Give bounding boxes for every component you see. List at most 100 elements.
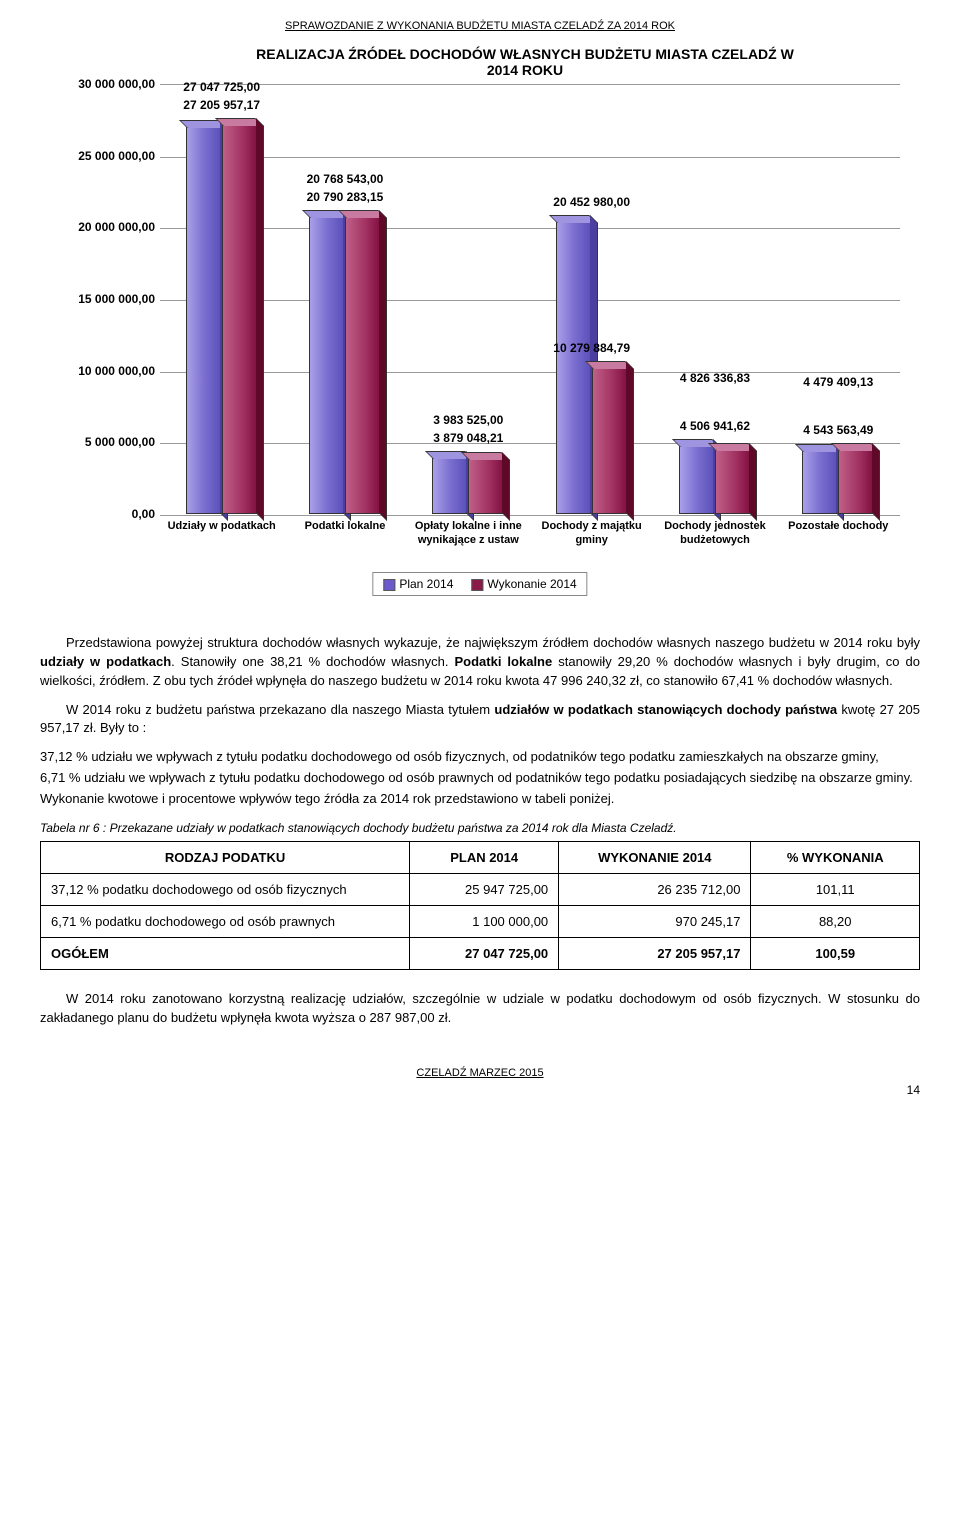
chart-category: 3 983 525,00 3 879 048,21 (407, 85, 530, 514)
bar-value-plan: 27 047 725,00 (183, 80, 260, 94)
chart-title: REALIZACJA ŹRÓDEŁ DOCHODÓW WŁASNYCH BUDŻ… (50, 46, 910, 78)
bar-plan (432, 457, 468, 514)
x-tick-label: Udziały w podatkach (160, 520, 283, 548)
y-tick-label: 20 000 000,00 (50, 220, 155, 234)
legend-swatch-wyk (471, 579, 483, 591)
bar-value-wyk: 4 506 941,62 (680, 419, 750, 433)
list-item: 37,12 % udziału we wpływach z tytułu pod… (40, 748, 920, 767)
p1-d: Podatki lokalne (454, 654, 552, 669)
y-tick-label: 0,00 (50, 507, 155, 521)
bar-value-wyk: 4 543 563,49 (803, 423, 873, 437)
paragraph-2: W 2014 roku z budżetu państwa przekazano… (40, 701, 920, 739)
th-wyk: WYKONANIE 2014 (559, 841, 751, 873)
cell-name: 37,12 % podatku dochodowego od osób fizy… (41, 873, 410, 905)
list-item: Wykonanie kwotowe i procentowe wpływów t… (40, 790, 920, 809)
bar-wyk (345, 216, 381, 514)
bar-plan (309, 216, 345, 514)
gridline (160, 515, 900, 516)
paragraph-3: W 2014 roku zanotowano korzystną realiza… (40, 990, 920, 1028)
y-tick-label: 25 000 000,00 (50, 149, 155, 163)
bar-value-plan: 4 479 409,13 (803, 375, 873, 389)
bar-value-plan: 3 983 525,00 (433, 413, 503, 427)
bar-wyk (592, 367, 628, 514)
bar-pair (432, 457, 504, 514)
table-row: 37,12 % podatku dochodowego od osób fizy… (41, 873, 920, 905)
bar-plan (679, 445, 715, 514)
doc-header: SPRAWOZDANIE Z WYKONANIA BUDŻETU MIASTA … (40, 20, 920, 32)
bar-wyk (222, 124, 258, 514)
table-caption: Tabela nr 6 : Przekazane udziały w podat… (40, 821, 920, 835)
chart-title-line2: 2014 ROKU (487, 62, 563, 78)
y-tick-label: 15 000 000,00 (50, 292, 155, 306)
doc-footer: CZELADŹ MARZEC 2015 (40, 1067, 920, 1079)
legend-item-plan: Plan 2014 (383, 577, 453, 591)
legend-swatch-plan (383, 579, 395, 591)
bar-wyk (468, 458, 504, 514)
body-text: Przedstawiona powyżej struktura dochodów… (40, 634, 920, 1027)
table-header-row: RODZAJ PODATKU PLAN 2014 WYKONANIE 2014 … (41, 841, 920, 873)
p2-a: W 2014 roku z budżetu państwa przekazano… (66, 702, 494, 717)
chart-category: 20 768 543,00 20 790 283,15 (283, 85, 406, 514)
chart-area: 27 047 725,0027 205 957,1720 768 543,002… (50, 84, 910, 604)
bar-pair (802, 449, 874, 514)
chart-category: 20 452 980,00 10 279 884,79 (530, 85, 653, 514)
cell-pct: 100,59 (751, 937, 920, 969)
th-pct: % WYKONANIA (751, 841, 920, 873)
bar-value-wyk: 10 279 884,79 (553, 341, 630, 355)
cell-wyk: 26 235 712,00 (559, 873, 751, 905)
legend-label-wyk: Wykonanie 2014 (487, 577, 576, 591)
bar-plan (802, 450, 838, 514)
table-row: 6,71 % podatku dochodowego od osób prawn… (41, 905, 920, 937)
bar-wyk (715, 449, 751, 514)
p1-c: . Stanowiły one 38,21 % dochodów własnyc… (171, 654, 454, 669)
cell-pct: 88,20 (751, 905, 920, 937)
x-tick-label: Dochody z majątku gminy (530, 520, 653, 548)
chart-category: 4 479 409,13 4 543 563,49 (777, 85, 900, 514)
bullet-list: 37,12 % udziału we wpływach z tytułu pod… (40, 748, 920, 809)
paragraph-1: Przedstawiona powyżej struktura dochodów… (40, 634, 920, 691)
x-tick-label: Dochody jednostek budżetowych (653, 520, 776, 548)
bar-pair (556, 221, 628, 514)
cell-wyk: 27 205 957,17 (559, 937, 751, 969)
bar-plan (186, 126, 222, 514)
bar-value-plan: 20 768 543,00 (307, 172, 384, 186)
bar-value-wyk: 3 879 048,21 (433, 431, 503, 445)
x-tick-label: Pozostałe dochody (777, 520, 900, 548)
cell-plan: 1 100 000,00 (410, 905, 559, 937)
legend-label-plan: Plan 2014 (399, 577, 453, 591)
y-tick-label: 30 000 000,00 (50, 77, 155, 91)
cell-wyk: 970 245,17 (559, 905, 751, 937)
bar-pair (186, 124, 258, 514)
list-item: 6,71 % udziału we wpływach z tytułu poda… (40, 769, 920, 788)
tax-share-table: RODZAJ PODATKU PLAN 2014 WYKONANIE 2014 … (40, 841, 920, 970)
chart-x-labels: Udziały w podatkachPodatki lokalneOpłaty… (160, 520, 900, 548)
cell-name: 6,71 % podatku dochodowego od osób prawn… (41, 905, 410, 937)
cell-plan: 27 047 725,00 (410, 937, 559, 969)
chart-title-line1: REALIZACJA ŹRÓDEŁ DOCHODÓW WŁASNYCH BUDŻ… (256, 46, 794, 62)
p1-a: Przedstawiona powyżej struktura dochodów… (66, 635, 920, 650)
bar-value-wyk: 20 790 283,15 (307, 190, 384, 204)
cell-pct: 101,11 (751, 873, 920, 905)
bars-row: 27 047 725,0027 205 957,1720 768 543,002… (160, 85, 900, 514)
bar-plan (556, 221, 592, 514)
page-number: 14 (40, 1083, 920, 1097)
legend-item-wyk: Wykonanie 2014 (471, 577, 576, 591)
p2-b: udziałów w podatkach stanowiących dochod… (494, 702, 837, 717)
chart-container: REALIZACJA ŹRÓDEŁ DOCHODÓW WŁASNYCH BUDŻ… (50, 46, 910, 604)
chart-plot: 27 047 725,0027 205 957,1720 768 543,002… (160, 84, 900, 514)
bar-pair (309, 216, 381, 514)
bar-pair (679, 445, 751, 514)
bar-value-wyk: 27 205 957,17 (183, 98, 260, 112)
table-total-row: OGÓŁEM 27 047 725,00 27 205 957,17 100,5… (41, 937, 920, 969)
y-tick-label: 10 000 000,00 (50, 364, 155, 378)
chart-category: 27 047 725,0027 205 957,17 (160, 85, 283, 514)
y-tick-label: 5 000 000,00 (50, 435, 155, 449)
x-tick-label: Podatki lokalne (283, 520, 406, 548)
chart-category: 4 826 336,83 4 506 941,62 (653, 85, 776, 514)
chart-legend: Plan 2014 Wykonanie 2014 (372, 572, 587, 596)
bar-wyk (838, 449, 874, 514)
bar-value-plan: 4 826 336,83 (680, 371, 750, 385)
x-tick-label: Opłaty lokalne i inne wynikające z ustaw (407, 520, 530, 548)
th-name: RODZAJ PODATKU (41, 841, 410, 873)
bar-value-plan: 20 452 980,00 (553, 195, 630, 209)
